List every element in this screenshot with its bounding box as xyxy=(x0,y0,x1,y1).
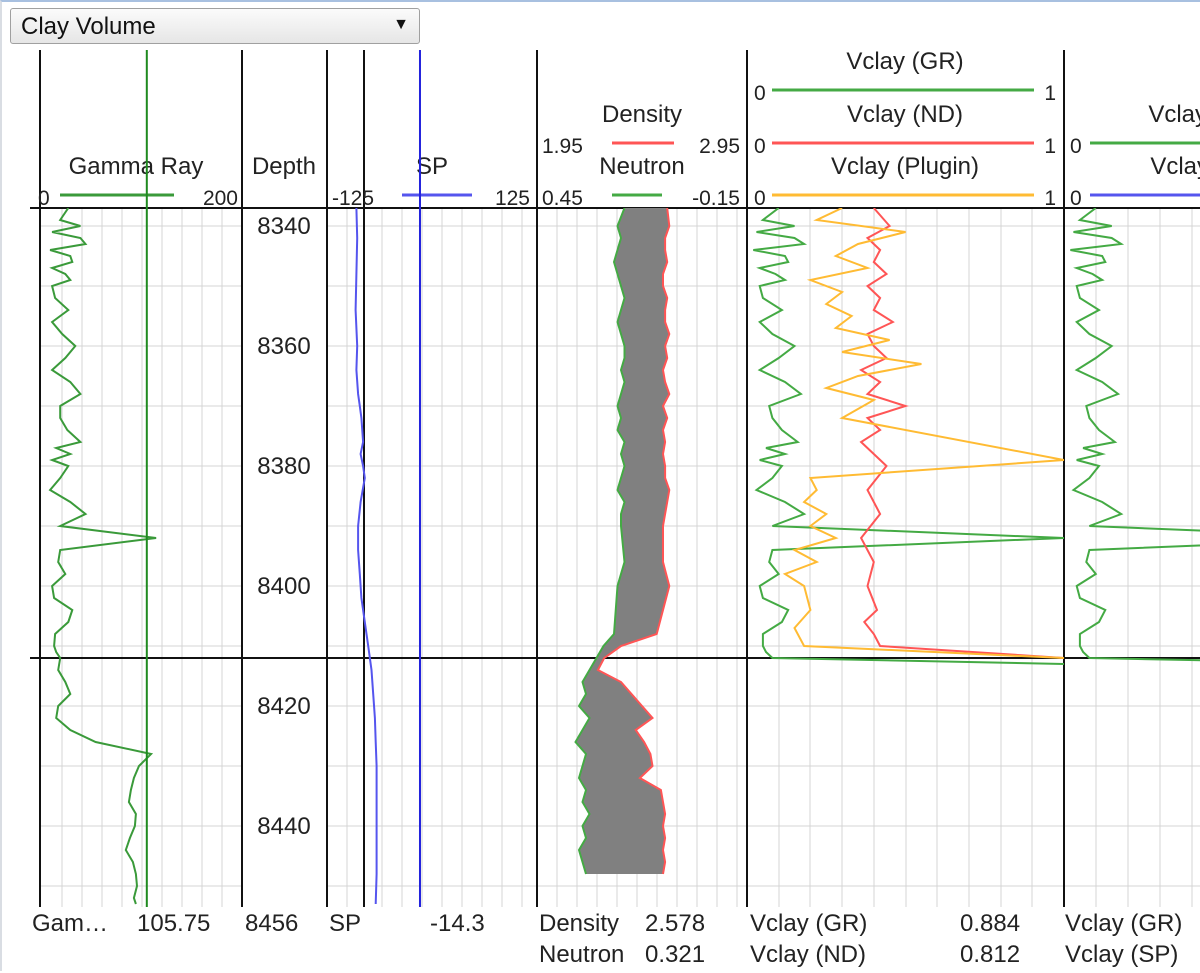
curve-title: Gamma Ray xyxy=(69,153,204,180)
readout-gr-value: 105.75 xyxy=(137,910,211,937)
curve-scale-min: 0 xyxy=(754,187,766,210)
readout-vclay-gr-value: 0.884 xyxy=(960,910,1021,937)
curve-title: SP xyxy=(416,153,448,180)
curve-group xyxy=(859,208,1064,659)
readout-density-value: 2.578 xyxy=(645,910,706,937)
readout-gr-name: Gam… xyxy=(32,910,109,937)
curve-scale-max: 125 xyxy=(495,187,530,210)
curve-scale-max: -0.15 xyxy=(692,187,740,210)
curve-sp xyxy=(354,208,378,905)
curve-vclay-plugin xyxy=(782,208,1064,659)
curve-gamma-ray xyxy=(48,208,157,905)
readout-vclay2-gr-name: Vclay (GR) xyxy=(1065,910,1183,937)
curve-scale-min: 0 xyxy=(1070,135,1082,158)
depth-title: Depth xyxy=(252,153,316,180)
curve-scale-max: 200 xyxy=(203,187,238,210)
curve-scale-min: 0 xyxy=(754,135,766,158)
density-neutron-group xyxy=(575,208,670,874)
readout-vclay-nd-value: 0.812 xyxy=(960,941,1021,968)
readout-vclay2-sp-name: Vclay (SP) xyxy=(1065,941,1179,968)
curve-density xyxy=(596,208,671,875)
depth-tick-label: 8440 xyxy=(257,813,310,840)
curve-title: Neutron xyxy=(599,153,684,180)
readout-neutron-name: Neutron xyxy=(539,941,625,968)
curve-group xyxy=(753,208,1064,665)
chevron-down-icon: ▼ xyxy=(393,16,409,33)
curve-group xyxy=(48,208,157,905)
readout-density-name: Density xyxy=(539,910,620,937)
curve-scale-min: -125 xyxy=(332,187,374,210)
curve-title: Vclay (GR) xyxy=(1148,101,1200,128)
grid xyxy=(40,208,1200,907)
depth-tick-label: 8340 xyxy=(257,213,310,240)
curve-scale-min: 1.95 xyxy=(542,135,583,158)
curve-scale-min: 0 xyxy=(754,82,766,105)
curve-scale-min: 0.45 xyxy=(542,187,583,210)
curve-group xyxy=(596,208,671,875)
curve-title: Vclay (GR) xyxy=(846,48,963,75)
curve-scale-min: 0 xyxy=(38,187,50,210)
curve-group xyxy=(782,208,1064,659)
curve-group xyxy=(1070,208,1200,662)
curve-title: Density xyxy=(602,101,682,128)
curve-scale-max: 2.95 xyxy=(699,135,740,158)
curve-scale-max: 1 xyxy=(1044,82,1056,105)
curve-title: Vclay (SP) xyxy=(1150,153,1200,180)
curve-group xyxy=(574,208,626,875)
depth-tick-label: 8420 xyxy=(257,693,310,720)
dropdown-selected-value: Clay Volume xyxy=(21,13,156,40)
curve-vclay-nd xyxy=(859,208,1064,659)
depth-tick-label: 8400 xyxy=(257,573,310,600)
readout-vclay-gr-name: Vclay (GR) xyxy=(750,910,868,937)
crossover-shading xyxy=(575,208,670,874)
log-type-dropdown[interactable]: Clay Volume ▼ xyxy=(10,8,420,44)
curve-scale-max: 1 xyxy=(1044,187,1056,210)
curve-title: Vclay (ND) xyxy=(847,101,963,128)
curve-vclay-gr xyxy=(753,208,1064,665)
curve-scale-min: 0 xyxy=(1070,187,1082,210)
curve-vclay-gr xyxy=(1070,208,1200,662)
curve-scale-max: 1 xyxy=(1044,135,1056,158)
readout-vclay-nd-name: Vclay (ND) xyxy=(750,941,867,968)
readout-neutron-value: 0.321 xyxy=(645,941,706,968)
depth-tick-label: 8360 xyxy=(257,333,310,360)
curve-group xyxy=(354,208,378,905)
curve-title: Vclay (Plugin) xyxy=(831,153,979,180)
readout-depth-value: 8456 xyxy=(245,910,299,937)
depth-tick-label: 8380 xyxy=(257,453,310,480)
readout-sp-value: -14.3 xyxy=(430,910,485,937)
curve-neutron xyxy=(574,208,626,875)
readout-sp-name: SP xyxy=(329,910,362,937)
